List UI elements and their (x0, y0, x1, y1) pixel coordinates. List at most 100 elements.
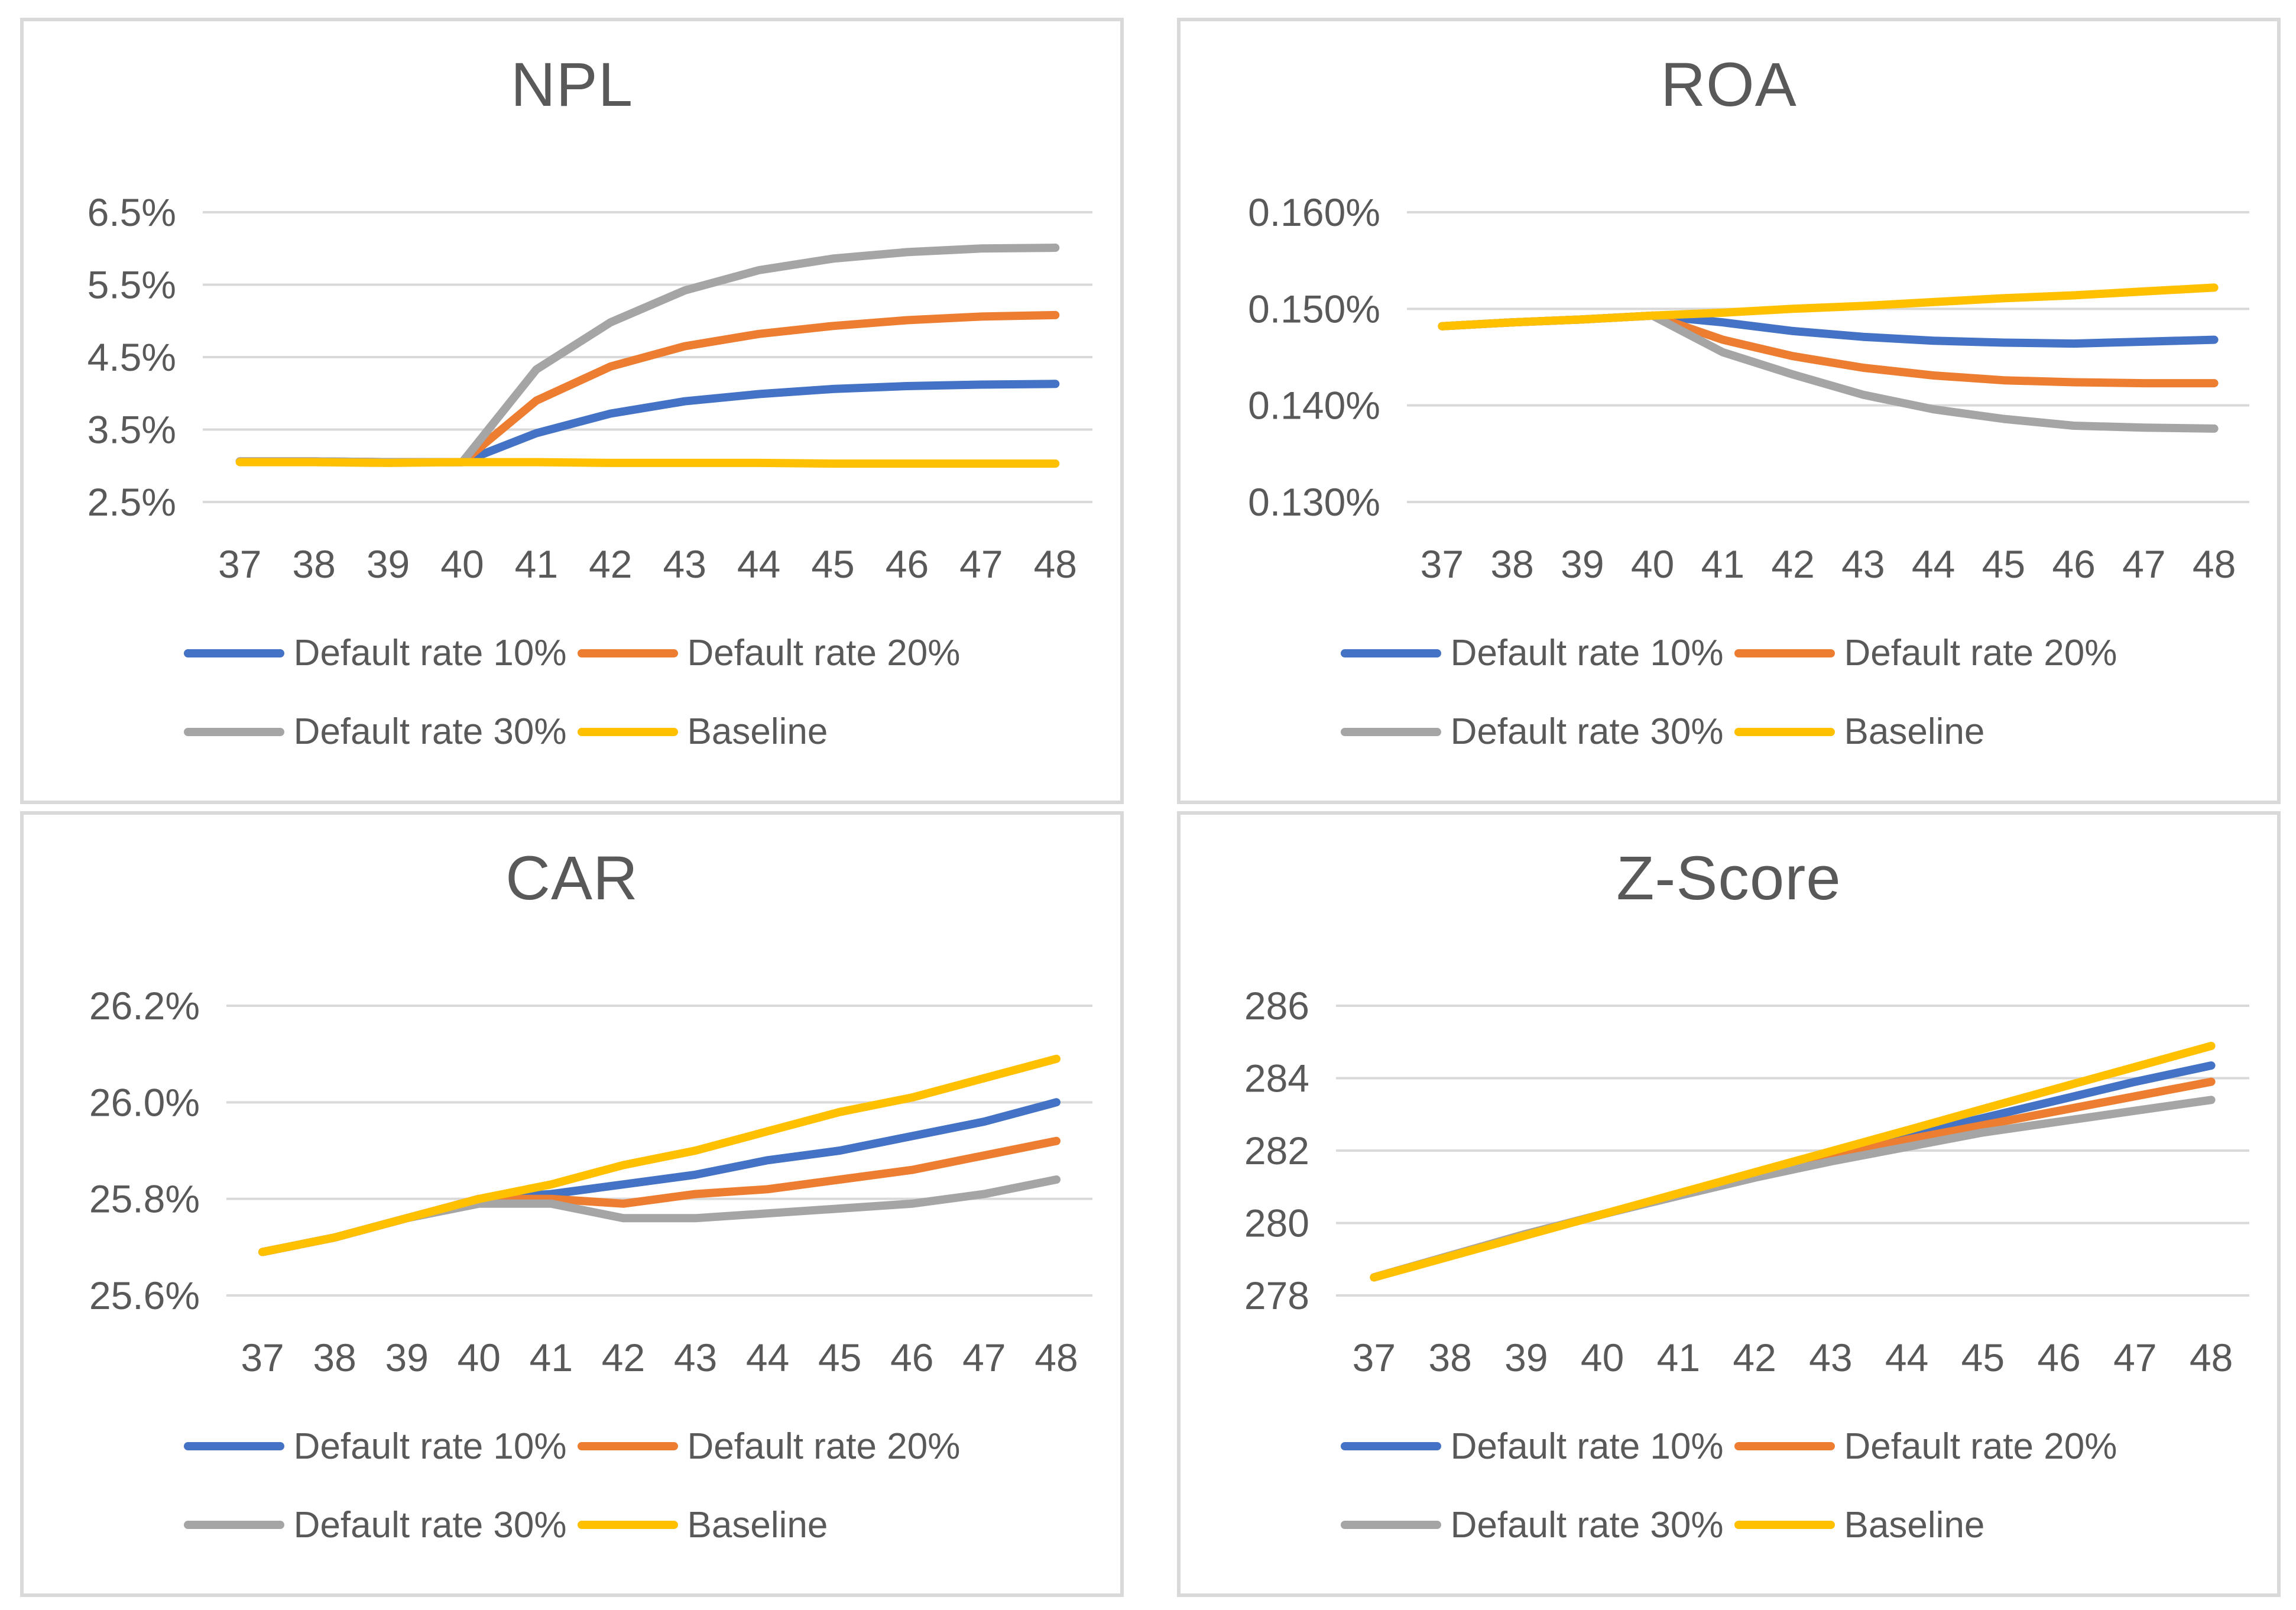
x-axis-tick-label: 42 (1733, 1336, 1776, 1379)
series-line-baseline (1437, 283, 2219, 331)
x-axis-tick-label: 40 (1580, 1336, 1623, 1379)
x-axis-tick-label: 45 (1982, 542, 2025, 586)
legend-line-swatch-icon (1734, 1521, 1835, 1530)
series-line-default-rate-10- (258, 1097, 1061, 1256)
legend-line-swatch-icon (183, 1521, 284, 1530)
legend-line-swatch-icon (577, 727, 678, 736)
x-axis-tick-label: 38 (1428, 1336, 1471, 1379)
x-axis-tick-label: 44 (745, 1336, 789, 1379)
x-axis-tick-label: 41 (514, 542, 557, 586)
series-line-default-rate-20- (1369, 1077, 2216, 1281)
x-axis-tick-label: 39 (1504, 1336, 1548, 1379)
legend-line-swatch-icon (183, 727, 284, 736)
y-axis-tick-label: 0.150% (1248, 287, 1380, 331)
roa-legend: Default rate 10% Default rate 20% Default … (1340, 632, 2117, 753)
x-axis-tick-label: 42 (1771, 542, 1814, 586)
x-axis-tick-label: 47 (962, 1336, 1006, 1379)
panel-roa: ROA 0.130% 0.140% 0.150% 0.160% 37 38 39 40 41 42… (1177, 18, 2281, 804)
legend-label: Default rate 20% (1844, 1426, 2117, 1467)
npl-chart-title: NPL (510, 50, 634, 119)
x-axis-tick-label: 41 (529, 1336, 572, 1379)
x-axis-tick-label: 44 (737, 542, 780, 586)
y-axis-tick-label: 26.2% (89, 984, 199, 1028)
legend-line-swatch-icon (183, 649, 284, 657)
legend-item-default-rate-20-: Default rate 20% (1734, 1426, 2117, 1468)
legend-label: Baseline (687, 1504, 828, 1546)
x-axis-tick-label: 38 (292, 542, 335, 586)
x-axis-tick-label: 46 (885, 542, 928, 586)
legend-label: Default rate 20% (687, 633, 961, 673)
legend-line-swatch-icon (1734, 1442, 1835, 1451)
x-axis-tick-label: 48 (1035, 1336, 1078, 1379)
y-axis-tick-label: 282 (1244, 1129, 1309, 1172)
legend-line-swatch-icon (1340, 1521, 1441, 1530)
series-line-baseline (258, 1054, 1061, 1256)
legend-label: Default rate 20% (1844, 633, 2117, 673)
y-axis-tick-label: 0.130% (1248, 480, 1380, 524)
x-axis-tick-label: 40 (1630, 542, 1674, 586)
x-axis-tick-label: 43 (1841, 542, 1885, 586)
legend-label: Baseline (687, 711, 828, 753)
legend-item-default-rate-20-: Default rate 20% (577, 1426, 961, 1468)
x-axis-tick-label: 45 (818, 1336, 861, 1379)
legend-item-default-rate-30-: Default rate 30% (1340, 1504, 1724, 1546)
series-line-default-rate-10- (235, 380, 1059, 467)
y-axis-tick-label: 25.6% (89, 1274, 199, 1317)
legend-label: Baseline (1844, 1504, 1985, 1546)
legend-line-swatch-icon (1734, 649, 1835, 657)
roa-line-chart: 0.130% 0.140% 0.150% 0.160% 37 38 39 40 41 42 43 44… (1248, 190, 2249, 586)
y-axis-tick-label: 280 (1244, 1201, 1309, 1245)
x-axis-tick-label: 47 (2122, 542, 2165, 586)
roa-chart-title: ROA (1661, 50, 1797, 119)
legend-line-swatch-icon (1734, 727, 1835, 736)
x-axis-tick-label: 44 (1911, 542, 1954, 586)
x-axis-tick-label: 39 (385, 1336, 428, 1379)
legend-item-default-rate-10-: Default rate 10% (1340, 632, 1724, 674)
legend-line-swatch-icon (183, 1442, 284, 1451)
legend-line-swatch-icon (577, 1521, 678, 1530)
y-axis-tick-label: 4.5% (87, 335, 176, 379)
y-axis-tick-label: 25.8% (89, 1177, 199, 1220)
x-axis-tick-label: 43 (673, 1336, 716, 1379)
x-axis-tick-label: 38 (1490, 542, 1533, 586)
panel-npl: NPL 2.5% 3.5% 4.5% 5.5% 6.5% 37 38 39 40 41 42 43 44… (20, 18, 1124, 804)
x-axis-tick-label: 45 (1961, 1336, 2004, 1379)
legend-line-swatch-icon (577, 649, 678, 657)
series-line-default-rate-30- (258, 1175, 1061, 1256)
x-axis-tick-label: 48 (2192, 542, 2235, 586)
x-axis-tick-label: 41 (1701, 542, 1744, 586)
car-legend: Default rate 10% Default rate 20% Default … (183, 1426, 961, 1547)
x-axis-tick-label: 37 (1352, 1336, 1395, 1379)
legend-label: Default rate 30% (293, 1504, 567, 1546)
x-axis-tick-label: 37 (1420, 542, 1463, 586)
y-axis-tick-label: 2.5% (87, 480, 176, 524)
y-axis-tick-label: 0.160% (1248, 190, 1380, 234)
legend-label: Default rate 20% (687, 1426, 961, 1467)
legend-item-baseline: Baseline (577, 1504, 961, 1546)
zscore-legend: Default rate 10% Default rate 20% Default … (1340, 1426, 2117, 1547)
legend-item-baseline: Baseline (1734, 1504, 2117, 1546)
x-axis-tick-label: 46 (2052, 542, 2095, 586)
series-line-default-rate-20- (1437, 311, 2219, 388)
legend-label: Default rate 10% (293, 633, 567, 673)
legend-label: Default rate 30% (293, 711, 567, 753)
legend-label: Default rate 30% (1450, 1504, 1724, 1546)
x-axis-tick-label: 42 (601, 1336, 644, 1379)
panel-car: CAR 25.6% 25.8% 26.0% 26.2% 37 38 39 40 41 42 43 44… (20, 811, 1124, 1597)
y-axis-tick-label: 26.0% (89, 1080, 199, 1124)
y-axis-tick-label: 6.5% (87, 190, 176, 234)
zscore-line-chart: 278 280 282 284 286 37 38 39 40 41 42 43 44 45 46 47 48 (1244, 984, 2249, 1379)
legend-label: Baseline (1844, 711, 1985, 753)
zscore-chart-title: Z-Score (1616, 843, 1841, 913)
legend-item-default-rate-10-: Default rate 10% (183, 1426, 567, 1468)
legend-label: Default rate 10% (1450, 1426, 1724, 1467)
series-line-baseline (235, 458, 1059, 468)
legend-line-swatch-icon (577, 1442, 678, 1451)
series-line-baseline (1369, 1041, 2216, 1281)
legend-item-default-rate-10-: Default rate 10% (1340, 1426, 1724, 1468)
x-axis-tick-label: 38 (313, 1336, 356, 1379)
series-line-default-rate-30- (1369, 1095, 2216, 1281)
y-axis-tick-label: 278 (1244, 1274, 1309, 1317)
x-axis-tick-label: 40 (457, 1336, 500, 1379)
legend-item-default-rate-10-: Default rate 10% (183, 632, 567, 674)
